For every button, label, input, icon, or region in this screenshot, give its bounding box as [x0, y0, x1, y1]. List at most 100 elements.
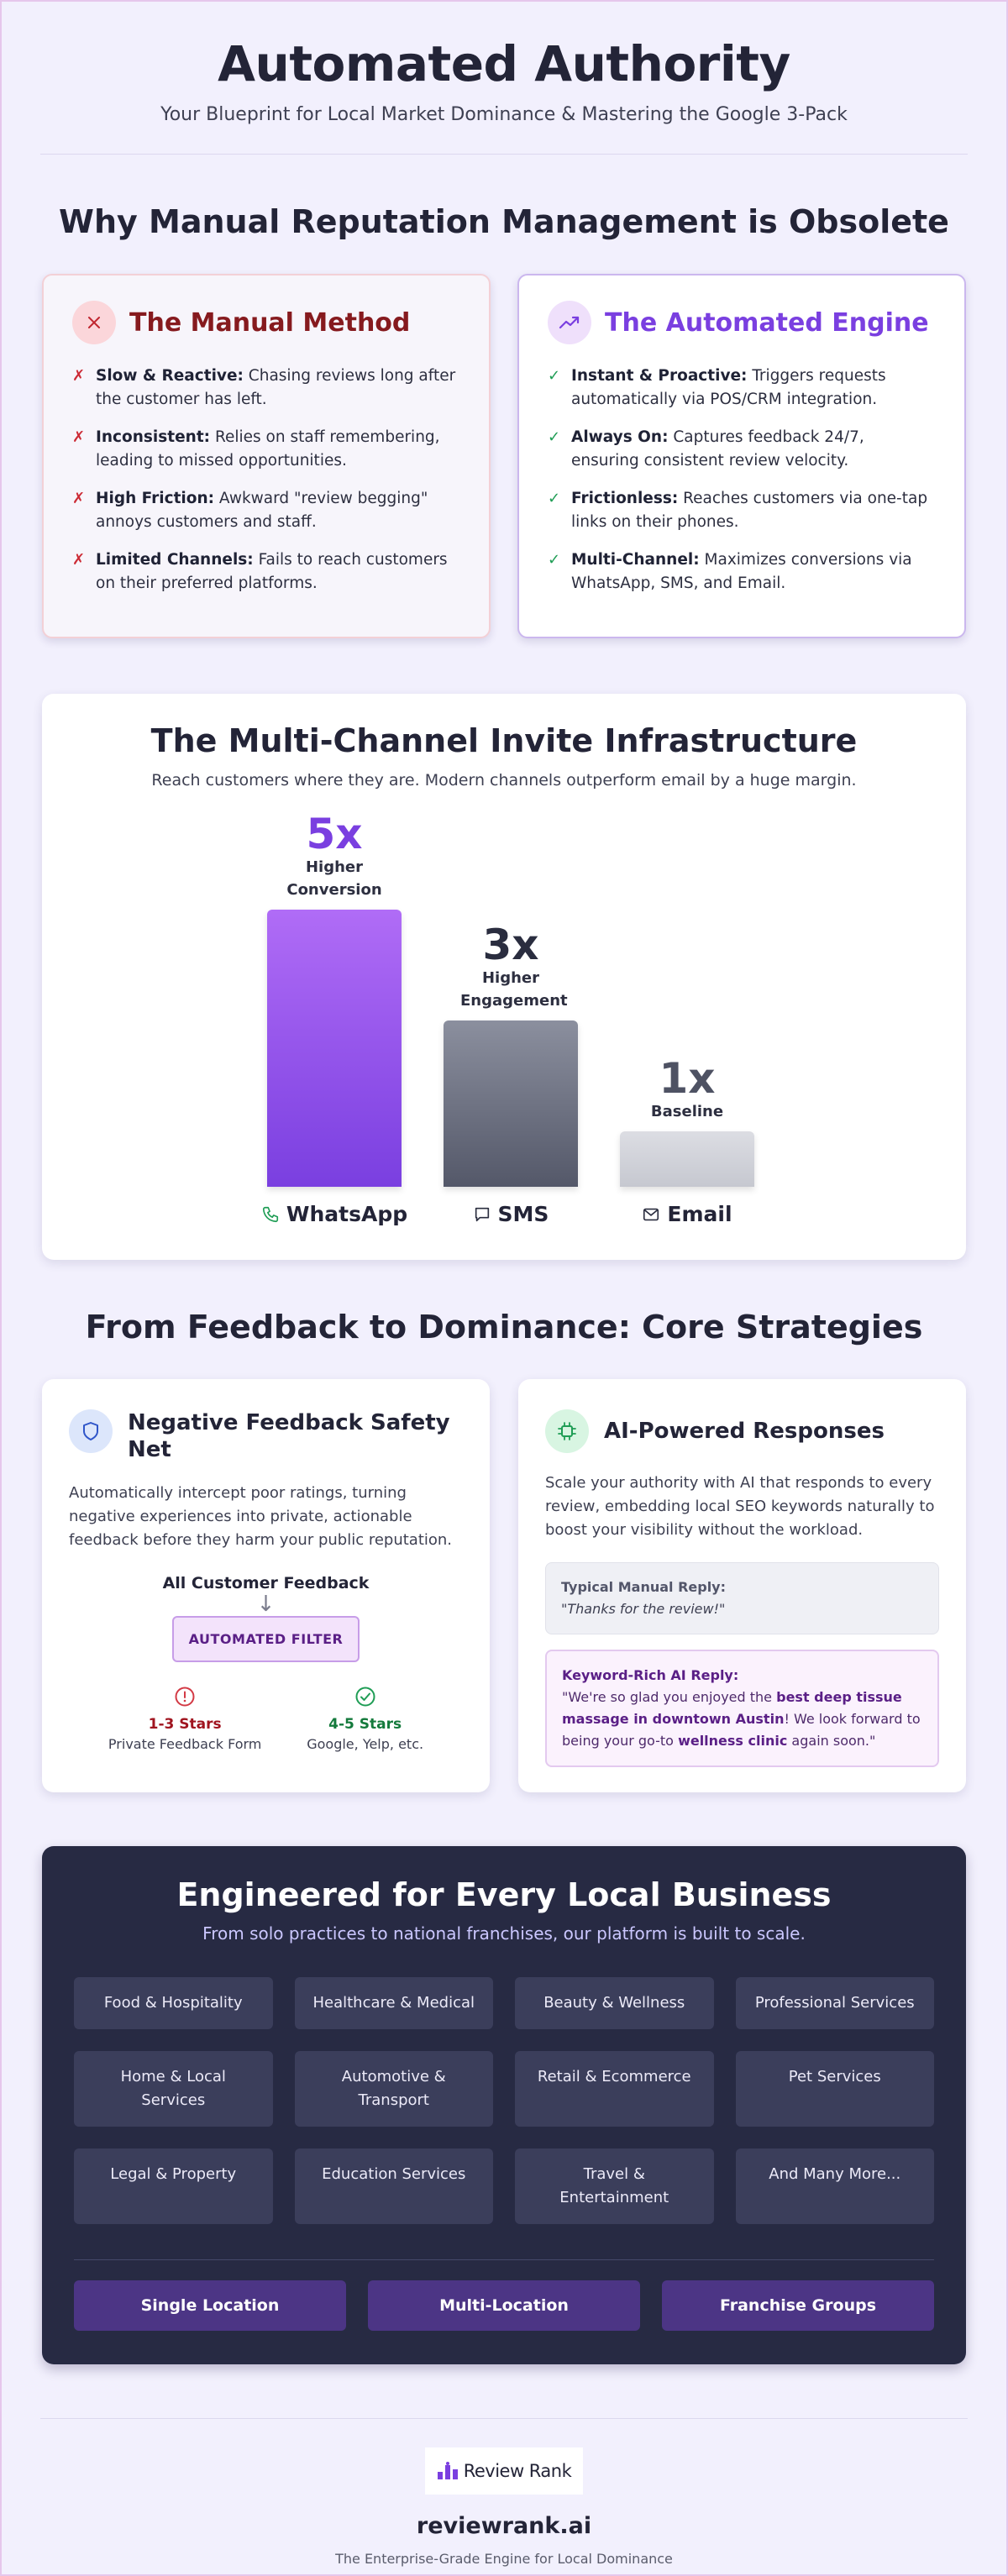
- industry-grid: Food & Hospitality Healthcare & Medical Be…: [74, 1977, 934, 2224]
- manual-reply-title: Typical Manual Reply:: [561, 1579, 727, 1595]
- strategy-cards: Negative Feedback Safety Net Automatical…: [42, 1379, 966, 1792]
- chip-icon: [545, 1409, 589, 1453]
- automated-engine-list: ✓ Instant & Proactive: Triggers requests …: [548, 365, 936, 595]
- footer-domain: reviewrank.ai: [416, 2513, 592, 2539]
- bar-value-label: 1x: [659, 1054, 716, 1103]
- footer-tagline: The Enterprise-Grade Engine for Local Do…: [335, 2551, 673, 2567]
- category-name: WhatsApp: [286, 1202, 408, 1226]
- divider: [74, 2259, 934, 2260]
- check-mark-icon: ✓: [548, 367, 561, 385]
- review-rank-logo: Review Rank: [424, 2447, 584, 2495]
- industries-subtitle: From solo practices to national franchis…: [202, 1923, 806, 1944]
- comparison-item-text: Limited Channels: Fails to reach custome…: [96, 548, 460, 595]
- comparison-item-lead: Inconsistent:: [96, 428, 211, 446]
- comparison-item: ✗ Slow & Reactive: Chasing reviews long a…: [72, 365, 460, 412]
- low-rating-route: 1-3 Stars Private Feedback Form: [108, 1686, 261, 1752]
- check-circle-icon: [307, 1686, 423, 1711]
- cross-mark-icon: ✗: [72, 551, 86, 569]
- comparison-item-text: Instant & Proactive: Triggers requests a…: [571, 365, 936, 412]
- ai-reply-part: ! We look forward to being your go-to: [562, 1711, 921, 1749]
- bar-description: Higher Engagement: [460, 969, 568, 1010]
- high-rating-destination: Google, Yelp, etc.: [307, 1736, 424, 1752]
- comparison-cards: The Manual Method ✗ Slow & Reactive: Chas…: [42, 274, 966, 638]
- channel-chart-panel: The Multi-Channel Invite Infrastructure …: [42, 694, 966, 1260]
- ai-reply-text: "We're so glad you enjoyed the best deep…: [562, 1687, 922, 1752]
- bar-column: 1x Baseline Email: [603, 1057, 771, 1226]
- comparison-item-detail: Captures feedback 24/7, ensuring consist…: [571, 428, 864, 470]
- flow-source-label: All Customer Feedback: [162, 1574, 370, 1592]
- check-mark-icon: ✓: [548, 428, 561, 446]
- high-rating-label: 4-5 Stars: [328, 1716, 402, 1733]
- bar-sms: [444, 1020, 578, 1187]
- manual-method-card: The Manual Method ✗ Slow & Reactive: Chas…: [42, 274, 491, 638]
- comparison-item: ✗ High Friction: Awkward "review begging"…: [72, 487, 460, 534]
- industries-title: Engineered for Every Local Business: [176, 1876, 832, 1913]
- chart-title: The Multi-Channel Invite Infrastructure: [150, 722, 858, 759]
- scale-options: Single Location Multi-Location Franchise G…: [74, 2280, 934, 2331]
- bar-description: Higher Conversion: [286, 858, 382, 899]
- high-rating-route: 4-5 Stars Google, Yelp, etc.: [307, 1686, 423, 1752]
- safety-net-description: Automatically intercept poor ratings, tu…: [69, 1484, 453, 1549]
- comparison-item-lead: Frictionless:: [571, 490, 679, 507]
- automated-filter-box: AUTOMATED FILTER: [171, 1616, 360, 1662]
- comparison-item-detail: Maximizes conversions via WhatsApp, SMS,…: [571, 551, 912, 592]
- manual-reply-example: Typical Manual Reply: "Thanks for the re…: [545, 1562, 939, 1634]
- hero: Automated Authority Your Blueprint for L…: [2, 2, 1006, 125]
- trending-up-icon: [548, 301, 591, 344]
- arrow-down-icon: ↓: [256, 1592, 276, 1617]
- comparison-item-detail: Reaches customers via one-tap links on t…: [571, 490, 928, 531]
- industry-tile: Retail & Ecommerce: [515, 2051, 714, 2127]
- automated-engine-heading: The Automated Engine: [605, 307, 929, 338]
- comparison-item-lead: Instant & Proactive:: [571, 367, 748, 385]
- comparison-item-detail: Triggers requests automatically via POS/…: [571, 367, 886, 408]
- ai-responses-card: AI-Powered Responses Scale your authorit…: [518, 1379, 966, 1792]
- comparison-item: ✓ Instant & Proactive: Triggers requests …: [548, 365, 936, 412]
- manual-method-heading: The Manual Method: [129, 307, 411, 338]
- cross-mark-icon: ✗: [72, 367, 86, 385]
- comparison-item-text: Multi-Channel: Maximizes conversions via…: [571, 548, 936, 595]
- bar-chart-logo-icon: [437, 2462, 458, 2479]
- chat-icon: [473, 1205, 491, 1224]
- ai-reply-keyword: wellness clinic: [678, 1733, 788, 1749]
- page-title: Automated Authority: [218, 35, 790, 92]
- comparison-item: ✗ Limited Channels: Fails to reach custom…: [72, 548, 460, 595]
- comparison-title: Why Manual Reputation Management is Obso…: [59, 203, 949, 240]
- divider: [40, 154, 968, 155]
- scale-option: Franchise Groups: [662, 2280, 934, 2331]
- comparison-item-text: Slow & Reactive: Chasing reviews long af…: [96, 365, 460, 412]
- shield-icon: [69, 1409, 113, 1453]
- comparison-item-lead: Slow & Reactive:: [96, 367, 244, 385]
- comparison-item: ✓ Frictionless: Reaches customers via one…: [548, 487, 936, 534]
- industry-tile: Home & Local Services: [74, 2051, 273, 2127]
- phone-icon: [261, 1205, 280, 1224]
- comparison-item-detail: Awkward "review begging" annoys customer…: [96, 490, 428, 531]
- mail-icon: [642, 1205, 660, 1224]
- comparison-item-detail: Fails to reach customers on their prefer…: [96, 551, 448, 592]
- comparison-item-detail: Relies on staff remembering, leading to …: [96, 428, 440, 470]
- bar-whatsapp: [267, 910, 402, 1187]
- bar-category-label: SMS: [427, 1202, 595, 1226]
- alert-icon: [108, 1686, 261, 1711]
- bar-category-label: WhatsApp: [250, 1202, 418, 1226]
- cross-mark-icon: ✗: [72, 428, 86, 446]
- chart-subtitle: Reach customers where they are. Modern c…: [151, 771, 857, 790]
- page-subtitle: Your Blueprint for Local Market Dominanc…: [160, 104, 848, 125]
- channel-bar-chart: 5x Higher Conversion WhatsApp 3x Higher Enga…: [42, 806, 966, 1226]
- comparison-item-text: Frictionless: Reaches customers via one-…: [571, 487, 936, 534]
- safety-net-heading: Negative Feedback Safety Net: [128, 1410, 450, 1462]
- comparison-item-text: Inconsistent: Relies on staff rememberin…: [96, 426, 460, 473]
- comparison-item-lead: Limited Channels:: [96, 551, 254, 569]
- industry-tile: Education Services: [294, 2148, 493, 2224]
- bar-description: Baseline: [650, 1103, 724, 1120]
- footer: Review Rank reviewrank.ai The Enterprise…: [2, 2418, 1006, 2567]
- category-name: Email: [667, 1202, 732, 1226]
- ai-reply-example: Keyword-Rich AI Reply: "We're so glad yo…: [545, 1650, 939, 1767]
- check-mark-icon: ✓: [548, 551, 561, 569]
- industry-tile: Pet Services: [735, 2051, 934, 2127]
- low-rating-destination: Private Feedback Form: [108, 1736, 262, 1752]
- manual-method-list: ✗ Slow & Reactive: Chasing reviews long a…: [72, 365, 460, 595]
- ai-reply-keyword: best deep tissue massage in downtown Aus…: [562, 1689, 902, 1727]
- industry-tile: Food & Hospitality: [74, 1977, 273, 2029]
- manual-reply-quote: "Thanks for the review!": [561, 1601, 726, 1617]
